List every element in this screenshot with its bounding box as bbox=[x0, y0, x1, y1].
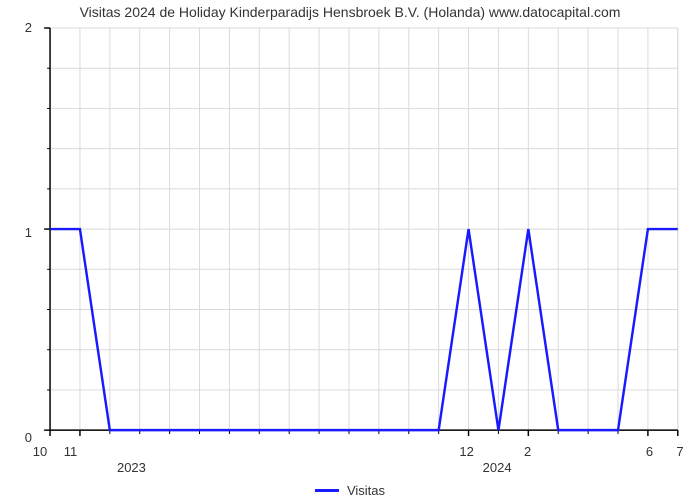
x-tick-label: 10 bbox=[33, 444, 47, 459]
y-tick-label: 2 bbox=[2, 20, 32, 35]
legend-swatch bbox=[315, 489, 339, 492]
y-tick-label: 0 bbox=[2, 430, 32, 445]
x-tick-label: 6 bbox=[646, 444, 653, 459]
x-year-label: 2024 bbox=[483, 460, 512, 475]
chart-title: Visitas 2024 de Holiday Kinderparadijs H… bbox=[0, 4, 700, 20]
chart-container: Visitas 2024 de Holiday Kinderparadijs H… bbox=[0, 0, 700, 500]
x-tick-label: 7 bbox=[676, 444, 683, 459]
x-year-label: 2023 bbox=[117, 460, 146, 475]
legend: Visitas bbox=[0, 483, 700, 498]
x-tick-label: 12 bbox=[459, 444, 473, 459]
x-tick-label: 11 bbox=[64, 444, 78, 459]
plot-area bbox=[40, 28, 680, 438]
chart-svg bbox=[40, 28, 680, 438]
legend-label: Visitas bbox=[347, 483, 385, 498]
x-tick-label: 2 bbox=[524, 444, 531, 459]
y-tick-label: 1 bbox=[2, 225, 32, 240]
